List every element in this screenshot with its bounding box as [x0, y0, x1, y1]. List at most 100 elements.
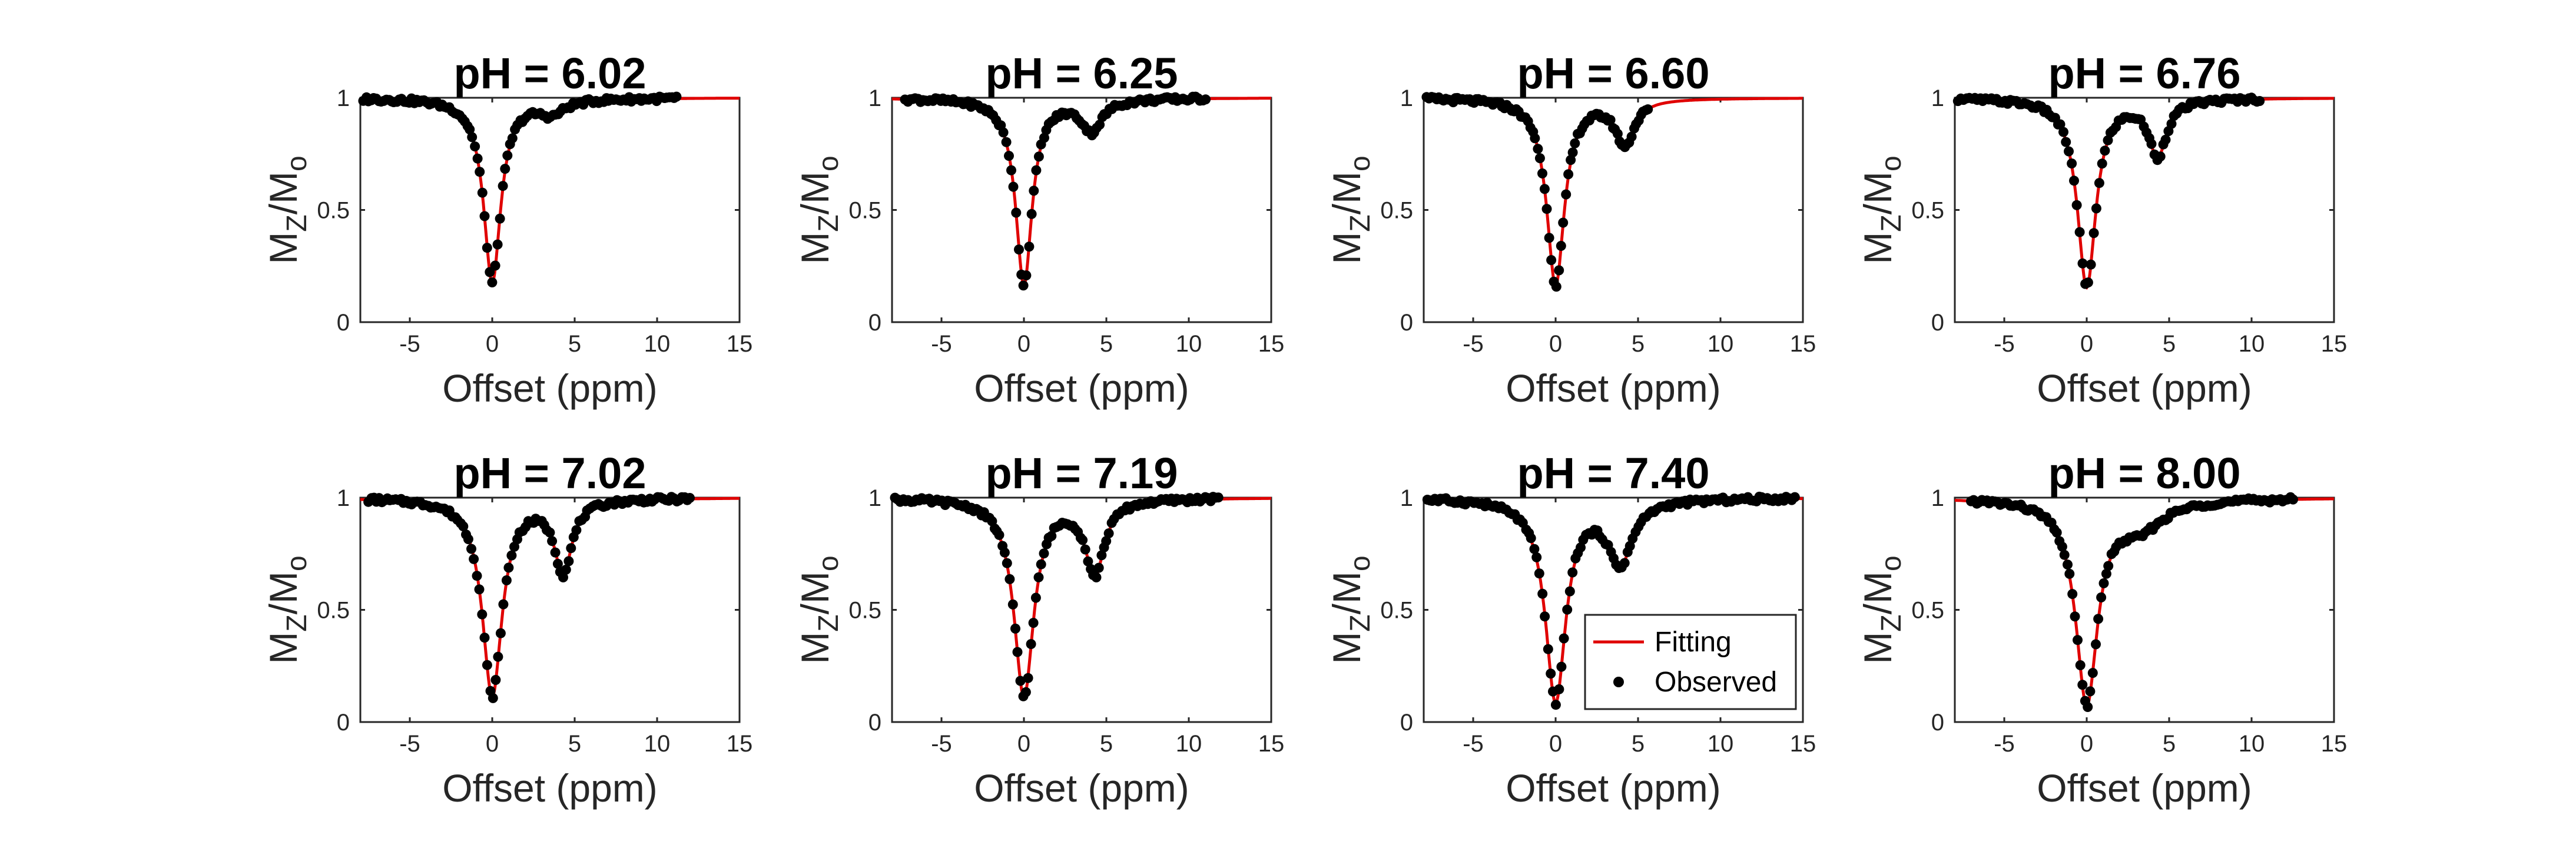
observed-point	[469, 554, 479, 564]
x-tick-label: 5	[1632, 731, 1645, 757]
legend-box	[1584, 614, 1797, 710]
x-tick-label: 10	[644, 731, 671, 757]
observed-point	[566, 543, 576, 554]
observed-point	[1011, 207, 1022, 218]
observed-point	[1036, 559, 1046, 570]
x-tick-label: -5	[931, 731, 952, 757]
observed-point	[466, 544, 476, 554]
observed-point	[482, 660, 492, 670]
y-tick-label: 0	[1931, 310, 1944, 336]
observed-point	[2064, 146, 2074, 157]
panel-8: -5 0 5 10 15 0 0.5 1 pH = 8.00 Offset (ppm) MZ/Mo	[1856, 449, 2347, 810]
observed-point	[2064, 568, 2075, 579]
y-tick-label: 0.5	[1380, 198, 1413, 224]
observed-point	[482, 243, 492, 253]
observed-point	[1643, 104, 1653, 115]
plot-frame	[359, 97, 741, 323]
panel-4: -5 0 5 10 15 0 0.5 1 pH = 6.76 Offset (ppm) MZ/Mo	[1856, 49, 2347, 410]
observed-point	[558, 572, 568, 582]
observed-point	[490, 675, 501, 685]
observed-point	[1537, 588, 1548, 599]
observed-point	[506, 550, 517, 561]
observed-point	[1567, 147, 1578, 158]
x-tick-label: -5	[399, 731, 420, 757]
x-axis-label: Offset (ppm)	[1506, 766, 1721, 810]
observed-point	[2101, 568, 2111, 579]
observed-point	[2073, 635, 2083, 645]
observed-point	[1546, 255, 1557, 266]
observed-point	[2088, 228, 2099, 239]
observed-point	[1534, 153, 1545, 164]
observed-point	[2097, 158, 2107, 169]
y-axis-label: MZ/Mo	[1325, 555, 1376, 664]
observed-point	[1558, 217, 1569, 228]
observed-point	[1001, 137, 1012, 147]
y-axis-label: MZ/Mo	[793, 555, 844, 664]
y-tick-label: 1	[868, 85, 881, 111]
y-tick-label: 1	[1400, 85, 1413, 111]
observed-point	[2091, 203, 2101, 214]
y-tick-label: 0	[1400, 310, 1413, 336]
observed-point	[1033, 151, 1044, 162]
observed-point	[2057, 541, 2067, 552]
observed-point	[477, 609, 488, 620]
observed-point	[472, 153, 483, 164]
x-tick-label: 15	[1258, 331, 1285, 357]
observed-point	[1213, 492, 1224, 503]
observed-point	[2059, 549, 2070, 560]
observed-point	[1039, 133, 1049, 143]
x-tick-label: -5	[1994, 331, 2015, 357]
observed-point	[1080, 544, 1090, 555]
observed-point	[1546, 668, 1556, 679]
y-tick-label: 0	[1400, 710, 1413, 736]
observed-point	[1033, 572, 1044, 582]
y-axis-label: MZ/Mo	[1856, 555, 1907, 664]
observed-point	[1556, 241, 1566, 251]
x-tick-label: 0	[1549, 731, 1562, 757]
observed-point	[2074, 227, 2085, 237]
observed-point	[1541, 204, 1552, 214]
observed-point	[2075, 660, 2086, 670]
y-axis-label: MZ/Mo	[793, 155, 844, 264]
x-axis-label: Offset (ppm)	[1506, 366, 1721, 410]
observed-point	[2051, 527, 2062, 538]
x-tick-label: 5	[568, 731, 581, 757]
observed-point	[479, 211, 490, 221]
observed-point	[492, 239, 503, 250]
x-tick-label: 5	[568, 331, 581, 357]
x-tick-label: 5	[1100, 731, 1113, 757]
x-axis-label: Offset (ppm)	[2037, 766, 2252, 810]
observed-point	[2067, 589, 2078, 600]
observed-point	[1015, 676, 1026, 686]
observed-point	[2094, 178, 2104, 188]
y-tick-label: 0.5	[1911, 598, 1944, 624]
observed-point	[1020, 687, 1031, 697]
observed-point	[507, 133, 518, 144]
x-tick-label: 15	[2321, 731, 2348, 757]
observed-point	[563, 556, 574, 567]
observed-point	[1004, 151, 1014, 161]
observed-point	[1537, 168, 1547, 178]
observed-point	[2067, 158, 2077, 169]
observed-point	[1570, 138, 1580, 148]
observed-point	[465, 124, 475, 135]
observed-point	[2077, 258, 2088, 269]
observed-point	[1026, 639, 1036, 650]
observed-point	[495, 628, 506, 638]
observed-point	[2103, 135, 2113, 145]
observed-point	[571, 525, 582, 535]
x-tick-label: 10	[1176, 731, 1202, 757]
observed-point	[1031, 165, 1042, 176]
observed-point	[1010, 623, 1020, 634]
observed-point	[1530, 133, 1540, 144]
y-axis-label: MZ/Mo	[261, 555, 313, 664]
observed-point	[2055, 119, 2066, 130]
observed-point	[493, 651, 503, 662]
observed-point	[1002, 558, 1012, 568]
x-tick-label: 5	[2163, 731, 2176, 757]
observed-point	[999, 547, 1010, 558]
observed-point	[1554, 265, 1564, 276]
observed-point	[2058, 127, 2068, 137]
observed-point	[1526, 533, 1536, 544]
observed-point	[1626, 131, 1637, 142]
